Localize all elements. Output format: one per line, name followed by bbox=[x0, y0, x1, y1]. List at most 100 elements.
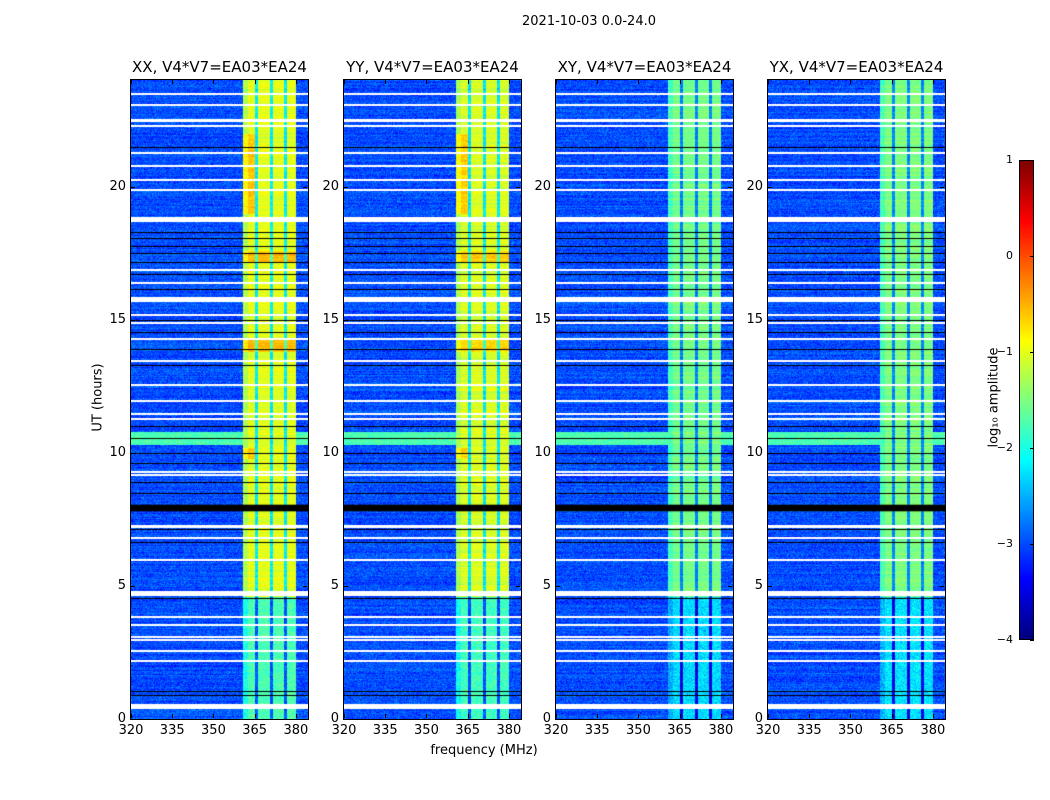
y-tick-mark bbox=[516, 585, 520, 587]
y-tick-mark bbox=[303, 585, 307, 587]
x-tick-mark bbox=[131, 714, 132, 718]
y-tick-mark bbox=[728, 186, 732, 188]
x-tick-label: 380 bbox=[283, 723, 309, 738]
y-tick-mark bbox=[516, 719, 520, 720]
colorbar-gradient bbox=[1019, 160, 1034, 640]
y-tick-mark bbox=[940, 585, 944, 587]
x-tick-label: 335 bbox=[372, 723, 398, 738]
y-tick-label: 10 bbox=[109, 444, 126, 460]
colorbar-tick-mark bbox=[1030, 640, 1034, 641]
colorbar-tick-mark bbox=[1030, 256, 1034, 257]
colorbar-tick-mark bbox=[1030, 544, 1034, 545]
y-tick-mark bbox=[516, 319, 520, 321]
x-tick-mark bbox=[932, 714, 934, 718]
y-tick-mark bbox=[768, 585, 772, 587]
x-tick-label: 365 bbox=[667, 723, 693, 738]
x-tick-mark bbox=[295, 714, 297, 718]
colorbar-tick-label: 0 bbox=[1006, 249, 1013, 262]
y-tick-label: 5 bbox=[542, 577, 551, 593]
y-tick-label: 5 bbox=[117, 577, 126, 593]
heatmap-image bbox=[556, 80, 733, 719]
y-tick-label: 10 bbox=[534, 444, 551, 460]
y-tick-label: 15 bbox=[746, 311, 763, 327]
x-tick-mark bbox=[426, 80, 428, 84]
x-tick-mark bbox=[850, 80, 852, 84]
heatmap-image bbox=[131, 80, 308, 719]
panel-title: XX, V4*V7=EA03*EA24 bbox=[132, 58, 307, 76]
y-tick-mark bbox=[940, 186, 944, 188]
y-tick-label: 10 bbox=[322, 444, 339, 460]
x-tick-mark bbox=[679, 714, 681, 718]
panel-title: XY, V4*V7=EA03*EA24 bbox=[557, 58, 732, 76]
x-tick-label: 350 bbox=[414, 723, 439, 738]
waterfall-panel-3: XY, V4*V7=EA03*EA24 0 5 10 15 20 320 335 350 365 3… bbox=[534, 58, 734, 738]
x-tick-mark bbox=[508, 80, 510, 84]
colorbar-tick-label: −3 bbox=[996, 537, 1013, 550]
panel-title: YX, V4*V7=EA03*EA24 bbox=[769, 58, 944, 76]
x-tick-mark bbox=[172, 80, 174, 84]
x-tick-mark bbox=[597, 80, 599, 84]
x-tick-mark bbox=[556, 80, 557, 84]
figure-title: 2021-10-03 0.0-24.0 bbox=[522, 14, 656, 29]
y-tick-mark bbox=[940, 452, 944, 454]
colorbar-tick-label: −1 bbox=[996, 345, 1013, 358]
y-tick-mark bbox=[131, 585, 135, 587]
y-tick-mark bbox=[940, 319, 944, 321]
panel-title: YY, V4*V7=EA03*EA24 bbox=[346, 58, 519, 76]
x-tick-mark bbox=[426, 714, 428, 718]
y-tick-mark bbox=[516, 452, 520, 454]
y-tick-mark bbox=[940, 719, 944, 720]
x-tick-label: 335 bbox=[796, 723, 822, 738]
x-tick-mark bbox=[385, 714, 387, 718]
y-tick-mark bbox=[768, 719, 772, 720]
x-tick-mark bbox=[891, 714, 893, 718]
x-tick-label: 365 bbox=[455, 723, 481, 738]
colorbar-tick-mark bbox=[1030, 448, 1034, 449]
x-tick-label: 380 bbox=[496, 723, 522, 738]
x-tick-label: 380 bbox=[708, 723, 734, 738]
x-tick-mark bbox=[638, 80, 640, 84]
y-tick-mark bbox=[728, 452, 732, 454]
y-tick-mark bbox=[768, 452, 772, 454]
x-tick-mark bbox=[932, 80, 934, 84]
y-tick-mark bbox=[344, 186, 348, 188]
x-tick-label: 365 bbox=[242, 723, 268, 738]
colorbar-tick-label: 1 bbox=[1006, 153, 1013, 166]
x-tick-mark bbox=[344, 80, 345, 84]
x-tick-label: 320 bbox=[543, 723, 569, 738]
y-tick-mark bbox=[344, 719, 348, 720]
x-tick-mark bbox=[850, 714, 852, 718]
x-tick-mark bbox=[809, 714, 811, 718]
x-tick-mark bbox=[556, 714, 557, 718]
y-tick-mark bbox=[728, 319, 732, 321]
x-tick-mark bbox=[213, 80, 215, 84]
y-tick-mark bbox=[131, 319, 135, 321]
colorbar-tick-label: −4 bbox=[996, 633, 1013, 646]
y-tick-mark bbox=[303, 319, 307, 321]
x-tick-mark bbox=[467, 714, 469, 718]
y-tick-label: 20 bbox=[109, 178, 126, 194]
y-tick-mark bbox=[344, 585, 348, 587]
y-tick-label: 10 bbox=[746, 444, 763, 460]
y-tick-mark bbox=[303, 452, 307, 454]
x-tick-mark bbox=[295, 80, 297, 84]
y-tick-label: 15 bbox=[322, 311, 339, 327]
waterfall-panel-1: XX, V4*V7=EA03*EA24 0 5 10 15 20 320 335 350 365 3… bbox=[109, 58, 309, 738]
x-tick-mark bbox=[254, 80, 256, 84]
y-tick-mark bbox=[131, 719, 135, 720]
y-tick-label: 15 bbox=[534, 311, 551, 327]
x-tick-label: 350 bbox=[838, 723, 863, 738]
y-tick-mark bbox=[556, 319, 560, 321]
y-tick-mark bbox=[728, 719, 732, 720]
x-tick-label: 335 bbox=[584, 723, 610, 738]
x-tick-mark bbox=[508, 714, 510, 718]
colorbar-tick-mark bbox=[1030, 160, 1034, 161]
colorbar-tick-label: −2 bbox=[996, 441, 1013, 454]
x-tick-mark bbox=[720, 714, 722, 718]
x-tick-mark bbox=[131, 80, 132, 84]
y-tick-label: 20 bbox=[322, 178, 339, 194]
y-tick-label: 15 bbox=[109, 311, 126, 327]
x-tick-label: 320 bbox=[118, 723, 144, 738]
y-tick-mark bbox=[556, 585, 560, 587]
